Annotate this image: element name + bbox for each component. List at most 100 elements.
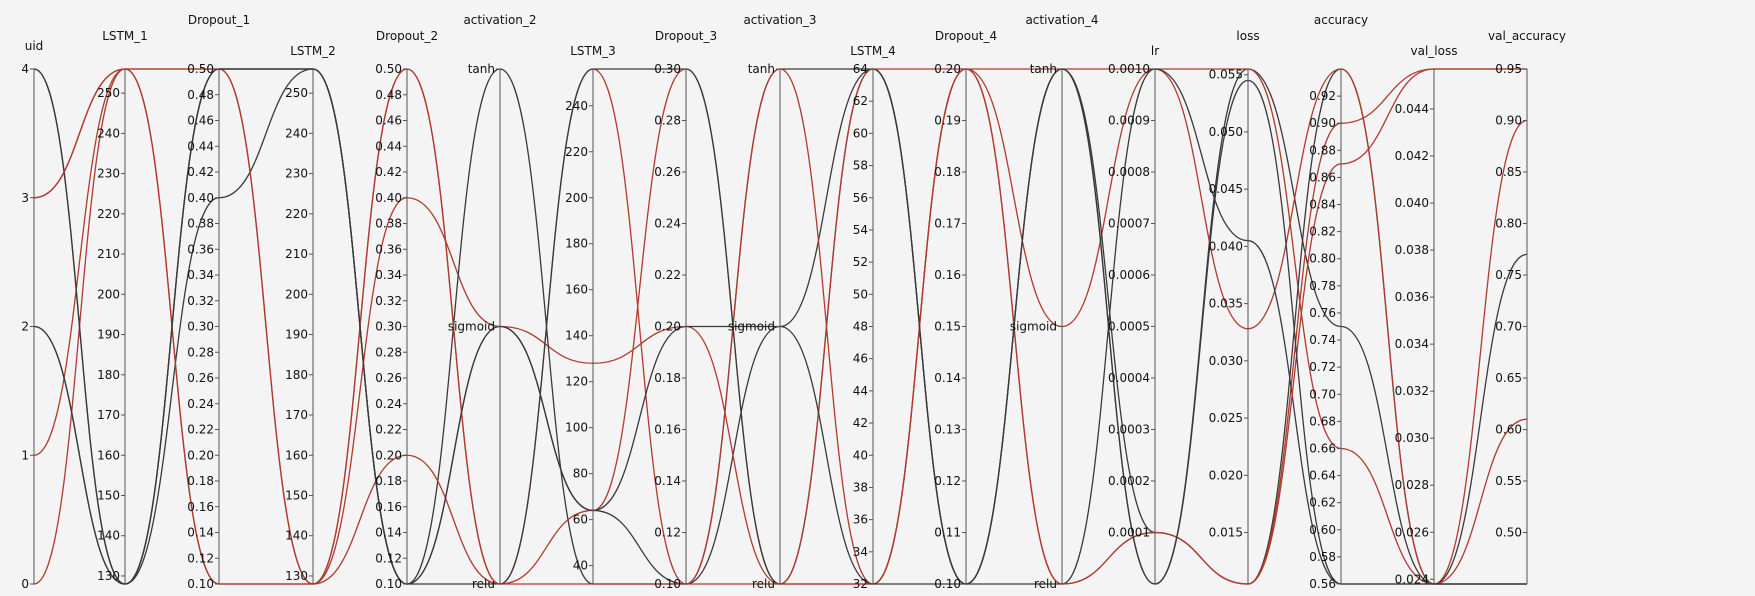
tick-label: 0.14 xyxy=(934,371,961,385)
axis-title: lr xyxy=(1151,44,1159,58)
tick-label: tanh xyxy=(748,62,775,76)
tick-label: 0.34 xyxy=(375,268,402,282)
tick-label: 100 xyxy=(565,421,588,435)
tick-label: 2 xyxy=(21,320,29,334)
axis-accuracy: accuracy 0.56 0.58 0.60 0.62 0.64 0.66 0.68 0.70… xyxy=(1309,13,1368,591)
axis-lstm-2: LSTM_2 130 140 150 160 170 180 190 200 210 220 230 2… xyxy=(285,44,336,584)
tick-label: 0.36 xyxy=(375,242,402,256)
tick-label: 0.0006 xyxy=(1108,268,1150,282)
tick-label: 0.0009 xyxy=(1108,114,1150,128)
tick-label: 0.050 xyxy=(1209,125,1243,139)
tick-label: 0.46 xyxy=(187,114,214,128)
tick-label: 230 xyxy=(285,167,308,181)
tick-label: 40 xyxy=(853,448,868,462)
tick-label: 0.82 xyxy=(1309,225,1336,239)
tick-label: 0.19 xyxy=(934,114,961,128)
tick-label: sigmoid xyxy=(1010,320,1057,334)
tick-label: 0.70 xyxy=(1495,320,1522,334)
tick-label: 0.16 xyxy=(187,500,214,514)
tick-label: 130 xyxy=(285,569,308,583)
tick-label: 0.30 xyxy=(654,62,681,76)
tick-label: 140 xyxy=(285,529,308,543)
tick-label: 0.28 xyxy=(375,345,402,359)
tick-label: 0.0008 xyxy=(1108,165,1150,179)
tick-label: 0.74 xyxy=(1309,333,1336,347)
tick-label: 160 xyxy=(285,448,308,462)
tick-label: 210 xyxy=(97,247,120,261)
axis-dropout-3: Dropout_3 0.10 0.12 0.14 0.16 0.18 0.20 0.22 0.2… xyxy=(654,29,717,591)
tick-label: 0.13 xyxy=(934,423,961,437)
tick-label: 42 xyxy=(853,416,868,430)
tick-label: 150 xyxy=(97,488,120,502)
axis-title: loss xyxy=(1236,29,1259,43)
tick-label: 0.030 xyxy=(1209,354,1243,368)
tick-label: 0.10 xyxy=(375,577,402,591)
tick-label: 0.32 xyxy=(375,294,402,308)
tick-label: 0.22 xyxy=(375,423,402,437)
tick-label: 0.88 xyxy=(1309,143,1336,157)
axis-dropout-2: Dropout_2 0.10 0.12 0.14 0.16 0.18 0.20 0.22 0.2… xyxy=(375,29,438,591)
tick-label: 0.040 xyxy=(1395,196,1429,210)
axis-uid: uid 0 1 2 3 4 xyxy=(21,39,43,591)
tick-label: 0.68 xyxy=(1309,414,1336,428)
axis-lstm-4: LSTM_4 32 34 36 38 40 42 44 46 48 50 52 54 56 58 60 62 64 xyxy=(850,44,896,591)
axis-title: accuracy xyxy=(1314,13,1368,27)
tick-label: 36 xyxy=(853,513,868,527)
tick-label: tanh xyxy=(1030,62,1057,76)
tick-label: 0.24 xyxy=(375,397,402,411)
tick-label: 140 xyxy=(565,329,588,343)
tick-label: 0.46 xyxy=(375,114,402,128)
tick-label: 0.026 xyxy=(1395,525,1429,539)
tick-label: 40 xyxy=(573,559,588,573)
tick-label: 170 xyxy=(97,408,120,422)
tick-label: 0.12 xyxy=(187,551,214,565)
tick-label: 46 xyxy=(853,352,868,366)
tick-label: 0.14 xyxy=(187,526,214,540)
tick-label: 0.65 xyxy=(1495,371,1522,385)
tick-label: 0.62 xyxy=(1309,496,1336,510)
tick-label: 64 xyxy=(853,62,868,76)
axis-title: LSTM_1 xyxy=(102,29,148,43)
tick-label: 0.90 xyxy=(1309,116,1336,130)
tick-label: 0.10 xyxy=(187,577,214,591)
tick-label: 0.0007 xyxy=(1108,217,1150,231)
tick-label: 0.50 xyxy=(375,62,402,76)
tick-label: 220 xyxy=(97,207,120,221)
tick-label: 4 xyxy=(21,62,29,76)
tick-label: tanh xyxy=(468,62,495,76)
tick-label: 0.85 xyxy=(1495,165,1522,179)
tick-label: 160 xyxy=(97,448,120,462)
tick-label: 0.30 xyxy=(187,320,214,334)
tick-label: 3 xyxy=(21,191,29,205)
tick-label: 200 xyxy=(285,287,308,301)
tick-label: 0.34 xyxy=(187,268,214,282)
tick-label: 0.72 xyxy=(1309,360,1336,374)
tick-label: 0.034 xyxy=(1395,337,1429,351)
tick-label: 0.44 xyxy=(375,139,402,153)
tick-label: 0.035 xyxy=(1209,297,1243,311)
axis-val-loss: val_loss 0.024 0.026 0.028 0.030 0.032 0.034 0.… xyxy=(1395,44,1458,586)
axes: uid01234LSTM_113014015016017018019020021… xyxy=(21,13,1566,591)
axis-dropout-4: Dropout_4 0.10 0.11 0.12 0.13 0.14 0.15 0.16 0.1… xyxy=(934,29,997,591)
tick-label: 0.044 xyxy=(1395,102,1429,116)
tick-label: 0.60 xyxy=(1309,523,1336,537)
tick-label: 0.032 xyxy=(1395,384,1429,398)
axis-title: Dropout_3 xyxy=(655,29,717,43)
tick-label: 0.32 xyxy=(187,294,214,308)
tick-label: 0.76 xyxy=(1309,306,1336,320)
tick-label: 0.18 xyxy=(654,371,681,385)
tick-label: relu xyxy=(472,577,495,591)
axis-title: Dropout_4 xyxy=(935,29,997,43)
tick-label: 0.80 xyxy=(1309,252,1336,266)
tick-label: 0.0010 xyxy=(1108,62,1150,76)
tick-label: 0.12 xyxy=(934,474,961,488)
axis-title: val_accuracy xyxy=(1488,29,1566,43)
tick-label: 56 xyxy=(853,191,868,205)
axis-title: activation_4 xyxy=(1025,13,1098,27)
tick-label: 0.0003 xyxy=(1108,423,1150,437)
series-line-5 xyxy=(33,68,1528,585)
axis-loss: loss 0.015 0.020 0.025 0.030 0.035 0.040 0.045 0… xyxy=(1209,29,1260,584)
tick-label: 0.18 xyxy=(375,474,402,488)
tick-label: 0.055 xyxy=(1209,68,1243,82)
tick-label: 0.56 xyxy=(1309,577,1336,591)
